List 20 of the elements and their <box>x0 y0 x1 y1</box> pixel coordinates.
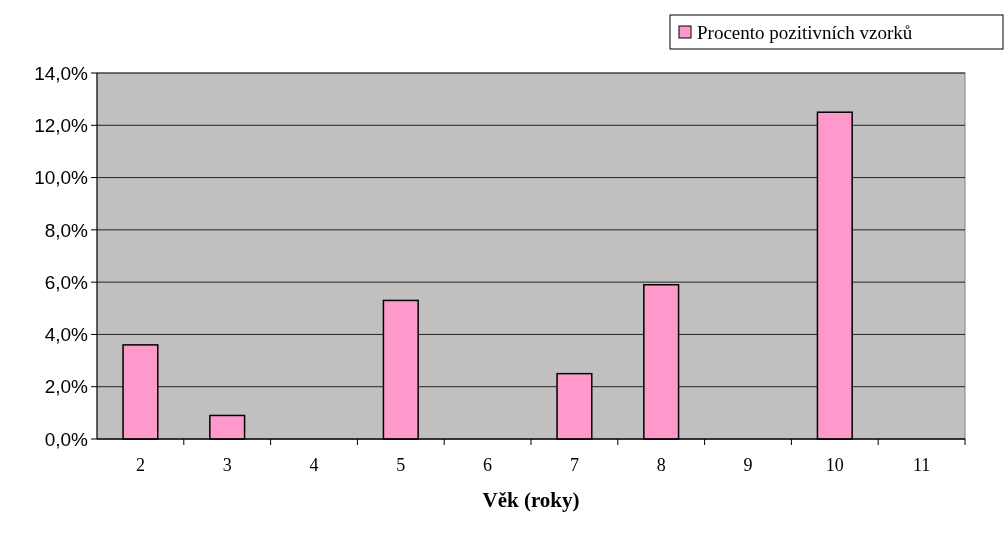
x-tick-label: 9 <box>743 455 753 475</box>
y-tick-label: 6,0% <box>44 271 89 293</box>
legend-label: Procento pozitivních vzorků <box>697 21 913 43</box>
x-tick-label: 3 <box>222 455 232 475</box>
x-tick-label: 4 <box>309 455 319 475</box>
y-tick-label: 4,0% <box>44 324 89 346</box>
x-axis-title: Věk (roky) <box>482 488 580 512</box>
y-tick-label: 8,0% <box>44 219 89 241</box>
x-tick-label: 8 <box>656 455 666 475</box>
y-tick-label: 0,0% <box>44 428 89 450</box>
x-tick-label: 6 <box>483 455 493 475</box>
x-tick-label: 7 <box>569 455 579 475</box>
y-tick-label: 10,0% <box>34 167 89 189</box>
y-tick-label: 2,0% <box>44 376 89 398</box>
x-tick-label: 2 <box>135 455 145 475</box>
x-tick-label: 5 <box>396 455 406 475</box>
x-tick-label: 11 <box>912 455 931 475</box>
y-tick-label: 14,0% <box>34 62 89 84</box>
x-tick-label: 10 <box>825 455 844 475</box>
y-tick-label: 12,0% <box>34 114 89 136</box>
